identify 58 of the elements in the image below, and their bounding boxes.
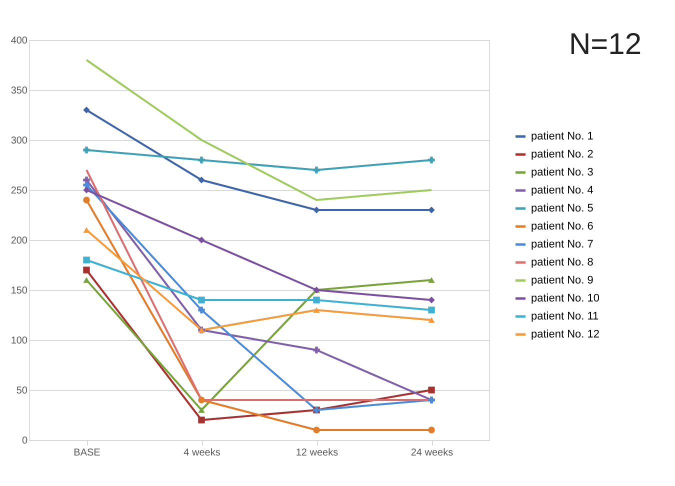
line-series: [86, 59, 432, 201]
point: [198, 416, 205, 424]
point: [198, 156, 205, 164]
point: [313, 307, 320, 313]
x-tick-label: 24 weeks: [410, 448, 454, 458]
point: [198, 176, 205, 184]
y-tick-label: 250: [10, 186, 28, 196]
legend-label: patient No. 1: [531, 130, 594, 142]
point: [83, 227, 90, 233]
point: [83, 106, 90, 114]
point: [83, 277, 90, 283]
point: [428, 317, 435, 323]
y-tick-label: 100: [10, 336, 28, 346]
legend-label: patient No. 12: [531, 328, 600, 340]
y-tick-label: 400: [10, 36, 28, 46]
point: [313, 426, 320, 434]
legend-label: patient No. 2: [531, 148, 594, 160]
point: [313, 166, 320, 174]
point: [313, 206, 320, 214]
point: [428, 386, 435, 394]
legend-label: patient No. 11: [531, 310, 599, 322]
legend-label: patient No. 10: [531, 292, 600, 304]
legend-label: patient No. 8: [531, 256, 594, 268]
y-tick-label: 200: [10, 236, 28, 246]
point: [428, 296, 435, 304]
point: [83, 256, 90, 264]
point: [83, 196, 90, 204]
point: [198, 306, 205, 314]
point: [198, 407, 205, 413]
legend-label: patient No. 4: [531, 184, 594, 196]
x-tick-label: BASE: [74, 448, 101, 458]
x-tick-label: 4 weeks: [184, 448, 220, 458]
legend-label: patient No. 7: [531, 238, 594, 250]
legend-label: patient No. 9: [531, 274, 594, 286]
y-tick-label: 0: [22, 436, 28, 446]
y-tick-label: 350: [10, 86, 28, 96]
point: [428, 206, 435, 214]
point: [198, 236, 205, 244]
y-tick-label: 150: [10, 286, 28, 296]
legend-label: patient No. 6: [531, 220, 594, 232]
point: [83, 186, 90, 194]
point: [428, 426, 435, 434]
y-tick-label: 50: [16, 386, 28, 396]
point: [313, 346, 320, 354]
point: [428, 277, 435, 283]
point: [313, 296, 320, 304]
legend-label: patient No. 5: [531, 202, 594, 214]
point: [428, 156, 435, 164]
text: N=12: [569, 28, 642, 61]
point: [428, 306, 435, 314]
x-tick-label: 12 weeks: [296, 448, 338, 458]
legend-label: patient No. 3: [531, 166, 594, 178]
y-tick-label: 300: [10, 136, 28, 146]
point: [83, 182, 90, 188]
point: [198, 296, 205, 304]
point: [198, 396, 205, 404]
point: [83, 266, 90, 274]
point: [83, 146, 90, 154]
